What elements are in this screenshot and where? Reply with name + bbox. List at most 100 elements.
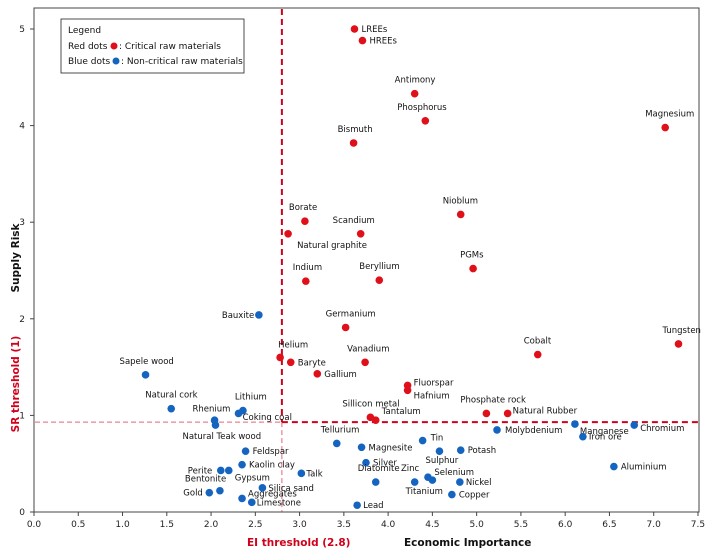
point-feldspar (241, 447, 250, 455)
point-baryte (286, 358, 295, 367)
point-label: Titanium (405, 487, 443, 497)
point-titanium (410, 478, 419, 486)
point-label: Tin (430, 434, 444, 444)
point-nickel (456, 478, 464, 486)
point-manganese (571, 420, 579, 428)
x-tick-label: 4.0 (381, 520, 396, 530)
legend-blue-text: Blue dots (68, 57, 111, 67)
legend: Legend Red dots : Critical raw materials… (60, 18, 245, 74)
point-label: Molybdenium (505, 426, 562, 436)
point-label: Rhenium (193, 404, 231, 414)
point-label: Tantalum (381, 407, 421, 417)
point-label: Tellurium (320, 425, 360, 435)
point-antimony (410, 89, 419, 98)
y-tick-label: 3 (19, 218, 25, 228)
point-label: HREEs (369, 37, 397, 47)
point-phosphate-rock (482, 409, 491, 418)
point-tin (418, 436, 427, 445)
x-tick-label: 5.0 (469, 520, 484, 530)
x-tick-label: 2.0 (204, 520, 219, 530)
data-points: LREEs HREEs Antimony Phosphorus Magnesium Bis… (120, 25, 701, 511)
point-gallium (313, 370, 322, 378)
svg-text:Blue dots: Blue dots (68, 57, 111, 67)
point-aluminium (610, 462, 618, 471)
point-bismuth (349, 139, 358, 147)
x-axis-title: Economic Importance (404, 537, 531, 549)
x-tick-label: 2.5 (248, 520, 262, 530)
point-label: Nickel (466, 478, 492, 488)
point-label: Gypsum (235, 473, 270, 483)
point-magnesium (661, 123, 670, 132)
point-perite (216, 466, 225, 475)
x-tick-label: 1.5 (160, 520, 174, 530)
point-label: Zinc (401, 464, 420, 474)
point-label: Baryte (298, 358, 326, 368)
point-beryllium (375, 276, 384, 284)
point-label: Silver (373, 459, 397, 469)
x-tick-label: 3.5 (337, 520, 351, 530)
y-tick-label: 5 (19, 25, 25, 35)
point-sapele-wood (141, 371, 150, 379)
point-natural-cork (167, 404, 176, 413)
point-label: Feldspar (253, 447, 289, 457)
point-label: Coking coal (243, 413, 292, 423)
point-molybdenium (493, 426, 501, 434)
point-hafnium (403, 386, 412, 395)
point-chromium (630, 421, 639, 429)
point-magnesite (357, 443, 366, 452)
legend-red-dot (110, 42, 118, 50)
point-diatomite (371, 478, 380, 486)
point-label: Manganese (580, 427, 629, 437)
x-tick-label: 5.5 (514, 520, 528, 530)
point-indium (301, 277, 310, 285)
point-hrees (358, 36, 367, 45)
x-tick-label: 0.5 (71, 520, 85, 530)
point-label: Lithium (235, 393, 267, 403)
svg-text:Red dots: Red dots (68, 42, 108, 52)
point-kaolin-clay (238, 460, 246, 469)
point-label: Vanadium (347, 344, 389, 354)
point-label: Bentonite (185, 475, 226, 485)
point-borate (301, 217, 309, 226)
point-label: Bismuth (338, 125, 373, 135)
x-tick-label: 0.0 (27, 520, 42, 530)
y-tick-label: 4 (19, 122, 25, 132)
point-tellurium (332, 439, 341, 448)
y-axis-ticks: 0 1 2 3 4 5 (19, 25, 34, 518)
point-label: Silica sand (268, 484, 313, 494)
point-label: Bauxite (222, 311, 254, 321)
point-label: Magnesium (645, 110, 694, 120)
point-label: Magnesite (369, 443, 413, 453)
point-label: Iron ore (589, 433, 622, 443)
x-tick-label: 6.0 (558, 520, 573, 530)
y-tick-label: 0 (19, 508, 25, 518)
x-tick-label: 1.0 (115, 520, 130, 530)
point-tungsten (674, 340, 683, 348)
point-label: Aluminium (621, 463, 667, 473)
point-label: Chromium (640, 424, 684, 434)
x-tick-label: 7.5 (691, 520, 705, 530)
point-pgms (469, 264, 477, 273)
point-label: Aggregates (248, 489, 297, 499)
point-label: Borate (289, 203, 317, 213)
point-aggregates (238, 494, 246, 503)
point-label: Germanium (326, 309, 376, 319)
point-bauxite (255, 311, 263, 319)
point-label: Natural cork (145, 391, 197, 401)
x-tick-label: 4.5 (425, 520, 439, 530)
point-label: Cobalt (524, 337, 552, 347)
point-label: Helium (278, 340, 308, 350)
x-tick-label: 6.5 (602, 520, 616, 530)
point-label: Sulphur (425, 456, 458, 466)
point-lrees (350, 25, 359, 33)
point-scandium (356, 229, 365, 238)
point-label: Sapele wood (120, 357, 174, 367)
point-talk (297, 469, 306, 478)
point-label: Antimony (395, 76, 436, 86)
point-lead (353, 501, 361, 510)
x-axis-ticks: 0.0 0.5 1.0 1.5 2.0 2.5 3.0 3.5 4.0 4.5 5.0 5.5 6.0 6… (27, 512, 705, 530)
point-label: Potash (468, 446, 496, 456)
y-axis-title: Supply Risk (10, 222, 22, 292)
point-copper (448, 490, 456, 499)
